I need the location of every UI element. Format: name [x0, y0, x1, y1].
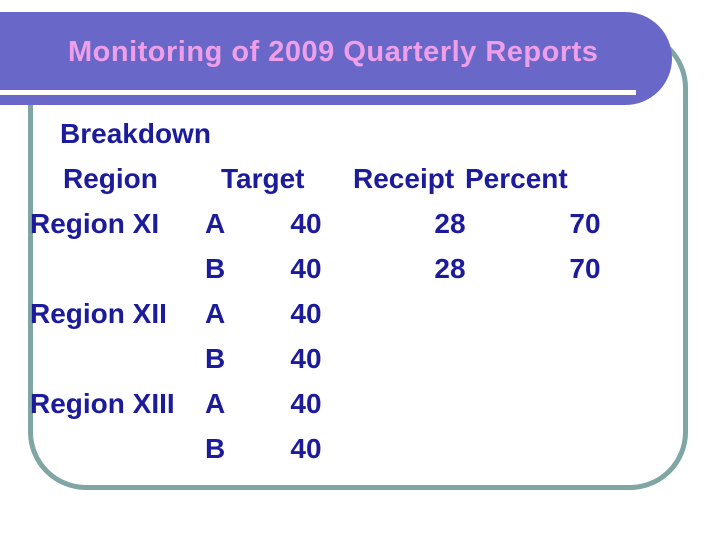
- cell-target: 40: [290, 433, 322, 464]
- cell-receipt: [351, 336, 525, 381]
- cell-region-name: [30, 336, 205, 381]
- table-row: B 40: [30, 336, 690, 381]
- table-row: Region XI A 40 28 70: [30, 201, 690, 246]
- cell-subgroup: A: [205, 298, 226, 329]
- cell-percent: [525, 381, 645, 426]
- cell-region-name: Region XII: [30, 298, 167, 329]
- cell-subgroup: A: [205, 208, 226, 239]
- cell-target: 40: [290, 388, 322, 419]
- table-row: Region XIII A 40: [30, 381, 690, 426]
- cell-region-name: [30, 426, 205, 471]
- table-row: B 40 28 70: [30, 246, 690, 291]
- column-header-region: Region: [63, 163, 158, 194]
- cell-subgroup: B: [205, 433, 226, 464]
- slide-title: Monitoring of 2009 Quarterly Reports: [68, 36, 599, 68]
- title-underline: [0, 90, 636, 95]
- cell-target: 40: [290, 298, 322, 329]
- cell-region-name: Region XI: [30, 208, 160, 239]
- cell-percent: 70: [569, 208, 601, 239]
- column-header-receipt: Receipt: [353, 163, 455, 194]
- cell-region-name: Region XIII: [30, 388, 175, 419]
- column-header-target: Target: [221, 163, 305, 194]
- cell-receipt: 28: [434, 253, 466, 284]
- breakdown-table: Breakdown Region Target Receipt Percent …: [30, 111, 690, 471]
- cell-subgroup: B: [205, 343, 226, 374]
- cell-region-name: [30, 246, 205, 291]
- table-header-row: Region Target Receipt Percent: [30, 156, 690, 201]
- table-rows: Region XI A 40 28 70 B 40 28 70 Region X…: [30, 201, 690, 471]
- column-header-percent: Percent: [465, 163, 568, 194]
- cell-percent: [525, 291, 645, 336]
- table-row: Region XII A 40: [30, 291, 690, 336]
- table-heading: Breakdown: [60, 118, 211, 149]
- cell-target: 40: [290, 343, 322, 374]
- cell-receipt: [351, 381, 525, 426]
- cell-subgroup: B: [205, 253, 226, 284]
- title-bar: Monitoring of 2009 Quarterly Reports: [0, 12, 672, 105]
- cell-percent: [525, 426, 645, 471]
- cell-percent: [525, 336, 645, 381]
- cell-percent: 70: [569, 253, 601, 284]
- cell-subgroup: A: [205, 388, 226, 419]
- cell-receipt: 28: [434, 208, 466, 239]
- table-row: B 40: [30, 426, 690, 471]
- cell-receipt: [351, 291, 525, 336]
- cell-target: 40: [290, 253, 322, 284]
- cell-target: 40: [290, 208, 322, 239]
- cell-receipt: [351, 426, 525, 471]
